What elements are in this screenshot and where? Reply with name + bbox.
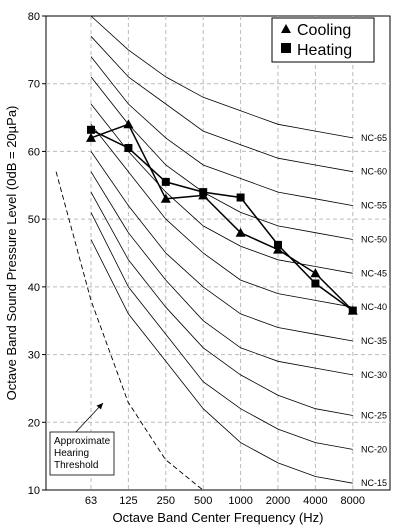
legend: Cooling Heating [271,17,375,63]
heating-point [274,240,282,249]
nc-label-bg [360,443,389,455]
nc-label-bg [360,267,389,279]
heating-point [124,144,133,152]
nc-curve-label: NC-45 [361,268,387,278]
heating-point [199,188,208,197]
legend-label-heating: Heating [297,42,352,59]
x-tick-label: 8000 [341,495,365,507]
y-tick-label: 40 [28,282,40,294]
nc-label-bg [360,335,389,346]
nc-curve-label: NC-15 [361,478,387,488]
nc-curve [90,191,353,416]
nc-curve-label: NC-25 [361,411,387,421]
nc-curve [90,151,353,342]
x-tick-label: 4000 [303,495,327,507]
nc-curve-label: NC-50 [361,235,387,245]
nc-curve [90,36,353,173]
y-tick-label: 50 [28,214,40,226]
x-tick-label: 63 [85,495,97,507]
y-tick-label: 60 [28,146,40,158]
nc-label-bg [360,301,389,313]
nc-curve [90,124,353,308]
nc-curves: NC-65 NC-60 NC-55 NC-50 NC-45 NC-40 NC-35 NC-30… [90,15,389,489]
nc-label-bg [360,409,389,421]
plot-frame [45,15,391,491]
nc-curve [90,212,353,450]
cooling-point [86,132,96,142]
nc-curve-label: NC-40 [361,302,387,312]
nc-label-bg [360,131,389,143]
y-tick-label: 10 [28,485,40,497]
series-line [90,123,354,312]
nc-label-bg [360,165,389,177]
arrow-head-icon [96,403,103,410]
heating-point [87,125,95,134]
heating-point [236,193,245,202]
legend-box [271,17,375,63]
y-tick-label: 30 [28,350,40,362]
nc-curve [90,15,353,139]
data-series [86,119,358,315]
cooling-point [273,244,283,254]
hearing-threshold-label: Approximate Hearing Threshold [54,436,111,471]
x-tick-label: 125 [119,495,137,507]
nc-curve [90,56,353,206]
y-tick-label: 20 [28,417,40,429]
x-tick-label: 500 [194,495,212,507]
y-axis-label: Octave Band Sound Pressure Level (0dB = … [4,106,19,401]
hearing-threshold-line [55,171,204,491]
series-line [90,129,354,312]
nc-label-bg [360,199,389,211]
cooling-point [235,227,246,237]
nc-curve [90,239,353,484]
heating-point [348,306,357,315]
square-marker-icon [281,43,291,53]
cooling-point [310,268,321,278]
nc-curve [90,103,353,274]
tick-labels: 10 20 30 40 50 60 70 80 63 125 250 500 1000 2000 4000 8… [28,11,365,507]
nc-curve-label: NC-60 [361,167,387,177]
cooling-point [123,119,134,129]
heating-point [161,177,170,186]
legend-label-cooling: Cooling [297,22,351,39]
nc-label-bg [360,368,389,380]
x-tick-label: 1000 [228,495,252,507]
nc-curve-label: NC-35 [361,336,387,346]
x-tick-label: 2000 [266,495,290,507]
annotation-arrow [73,402,104,435]
nc-label-bg [360,477,389,489]
annotation-box [49,431,115,476]
y-tick-label: 80 [28,11,40,23]
x-tick-label: 250 [157,495,175,507]
nc-curve-label: NC-55 [361,201,387,211]
cooling-point [160,193,171,203]
nc-curve-label: NC-20 [361,444,387,454]
nc-curve [90,171,353,376]
x-axis-label: Octave Band Center Frequency (Hz) [113,510,324,525]
y-tick-label: 70 [28,79,40,91]
nc-curve-label: NC-65 [361,133,387,143]
nc-curve [90,76,353,240]
triangle-marker-icon [281,24,291,33]
nc-curve-label: NC-30 [361,370,387,380]
heating-point [311,279,320,288]
nc-label-bg [360,233,389,245]
hearing-threshold: Approximate Hearing Threshold [49,171,204,491]
